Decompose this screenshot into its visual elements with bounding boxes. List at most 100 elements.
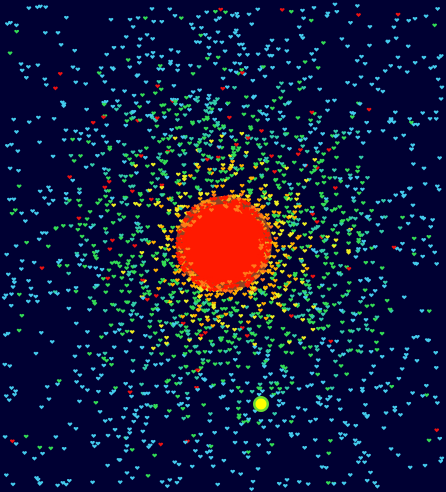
particle-heart-icon [317, 309, 322, 314]
particle-heart-icon [273, 200, 279, 205]
particle-heart-icon [182, 113, 188, 118]
particle-heart-icon [53, 435, 59, 440]
particle-heart-icon [103, 331, 109, 336]
particle-heart-icon [162, 247, 168, 251]
particle-heart-icon [367, 25, 373, 29]
particle-heart-icon [252, 214, 258, 219]
particle-heart-icon [128, 313, 134, 317]
particle-heart-icon [284, 205, 290, 210]
particle-heart-icon [53, 226, 59, 231]
particle-heart-icon [309, 371, 315, 376]
particle-heart-icon [258, 214, 264, 219]
particle-heart-icon [198, 432, 204, 437]
particle-heart-icon [238, 275, 244, 280]
particle-heart-icon [9, 211, 15, 216]
particle-heart-icon [265, 321, 271, 326]
particle-heart-icon [436, 56, 442, 60]
particle-heart-icon [158, 158, 164, 163]
particle-heart-icon [385, 39, 391, 44]
particle-heart-icon [73, 129, 78, 134]
particle-heart-icon [140, 286, 146, 291]
particle-heart-icon [300, 313, 306, 318]
particle-heart-icon [170, 283, 176, 287]
particle-heart-icon [321, 202, 327, 207]
particle-heart-icon [326, 287, 332, 292]
particle-heart-icon [314, 220, 320, 225]
particle-heart-icon [337, 354, 343, 358]
particle-heart-icon [203, 33, 208, 37]
particle-heart-icon [262, 74, 268, 79]
particle-heart-icon [121, 415, 126, 420]
particle-heart-icon [130, 369, 136, 374]
particle-heart-icon [353, 255, 359, 260]
particle-heart-icon [147, 292, 152, 297]
particle-heart-icon [310, 274, 316, 279]
particle-heart-icon [249, 276, 255, 281]
particle-heart-icon [178, 261, 184, 266]
particle-heart-icon [267, 239, 273, 244]
particle-heart-icon [344, 292, 350, 297]
particle-heart-icon [181, 149, 186, 153]
particle-heart-icon [300, 318, 306, 322]
particle-heart-icon [269, 264, 275, 269]
particle-heart-icon [220, 184, 225, 189]
particle-heart-icon [321, 337, 326, 342]
particle-heart-icon [242, 276, 248, 281]
particle-heart-icon [238, 314, 244, 318]
particle-heart-icon [111, 203, 117, 208]
particle-heart-icon [368, 350, 374, 354]
particle-heart-icon [180, 135, 186, 140]
particle-heart-icon [238, 320, 244, 325]
particle-heart-icon [47, 280, 52, 285]
particle-heart-icon [255, 52, 261, 57]
particle-heart-icon [221, 458, 227, 463]
particle-heart-icon [139, 263, 145, 268]
particle-heart-icon [300, 269, 306, 274]
particle-heart-icon [206, 134, 211, 138]
particle-heart-icon [199, 280, 205, 285]
particle-heart-icon [259, 129, 264, 134]
particle-heart-icon [178, 195, 183, 200]
particle-heart-icon [187, 141, 192, 146]
particle-heart-icon [317, 396, 323, 401]
particle-heart-icon [191, 219, 197, 224]
particle-heart-icon [91, 299, 97, 304]
particle-heart-icon [248, 176, 254, 181]
particle-heart-icon [161, 111, 167, 116]
particle-heart-icon [252, 342, 258, 347]
particle-heart-icon [333, 223, 338, 228]
particle-heart-icon [220, 86, 226, 91]
particle-heart-icon [219, 292, 225, 297]
particle-heart-icon [185, 371, 191, 376]
particle-heart-icon [269, 53, 275, 58]
particle-heart-icon [212, 197, 218, 202]
particle-heart-icon [391, 245, 397, 250]
particle-heart-icon [276, 403, 282, 408]
particle-heart-icon [415, 122, 420, 127]
particle-heart-icon [295, 406, 301, 411]
particle-heart-icon [109, 302, 115, 307]
particle-heart-icon [285, 307, 291, 312]
particle-heart-icon [264, 47, 269, 52]
particle-heart-icon [341, 136, 347, 141]
particle-heart-icon [182, 227, 188, 232]
particle-heart-icon [186, 104, 192, 108]
particle-heart-icon [73, 289, 79, 294]
particle-heart-icon [288, 9, 294, 14]
particle-heart-icon [9, 142, 14, 147]
particle-heart-icon [304, 266, 310, 271]
particle-heart-icon [197, 188, 203, 192]
particle-heart-icon [209, 179, 214, 183]
particle-heart-icon [404, 70, 410, 75]
particle-heart-icon [34, 211, 39, 216]
particle-heart-icon [157, 168, 163, 173]
particle-heart-icon [53, 86, 58, 91]
particle-heart-icon [115, 139, 121, 144]
particle-heart-icon [187, 224, 193, 229]
particle-heart-icon [218, 338, 224, 343]
particle-heart-icon [369, 208, 374, 213]
particle-heart-icon [258, 308, 263, 313]
particle-heart-icon [150, 307, 156, 312]
particle-heart-icon [230, 469, 236, 474]
particle-heart-icon [284, 333, 289, 337]
